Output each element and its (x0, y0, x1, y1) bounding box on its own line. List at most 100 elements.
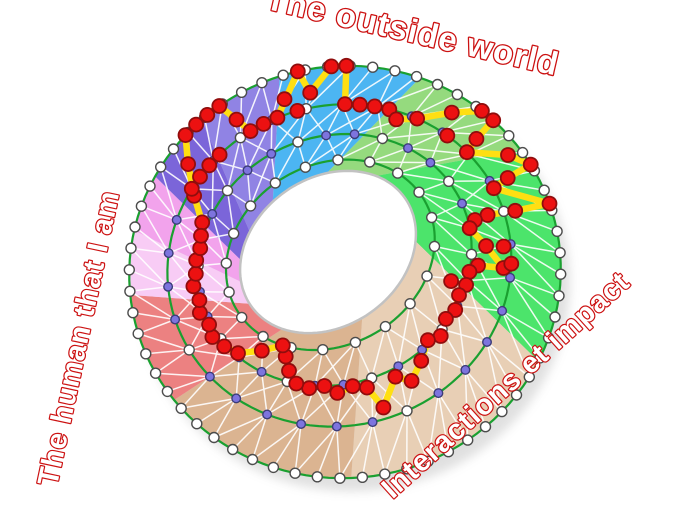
selected-node[interactable] (507, 202, 524, 219)
selected-node[interactable] (289, 63, 306, 80)
node-white[interactable] (144, 180, 156, 192)
node-purple[interactable] (349, 129, 360, 140)
selected-node[interactable] (337, 96, 353, 113)
selected-node[interactable] (451, 287, 467, 304)
selected-node[interactable] (359, 379, 375, 396)
selected-node[interactable] (216, 338, 233, 355)
node-purple[interactable] (163, 281, 174, 292)
node-white[interactable] (208, 431, 220, 444)
selected-node[interactable] (255, 116, 272, 132)
selected-node[interactable] (432, 328, 449, 344)
node-white[interactable] (289, 467, 301, 479)
node-white[interactable] (161, 385, 174, 398)
node-white[interactable] (413, 186, 425, 198)
node-white[interactable] (553, 290, 565, 302)
node-purple[interactable] (171, 214, 182, 225)
node-purple[interactable] (331, 421, 342, 432)
node-purple[interactable] (296, 419, 307, 430)
node-white[interactable] (124, 285, 136, 297)
selected-node[interactable] (447, 302, 464, 318)
node-white[interactable] (549, 311, 561, 323)
selected-node[interactable] (503, 255, 520, 272)
selected-node[interactable] (183, 180, 200, 197)
node-purple[interactable] (497, 305, 508, 316)
selected-node[interactable] (388, 111, 405, 128)
node-white[interactable] (317, 344, 329, 356)
node-purple[interactable] (170, 314, 181, 325)
node-white[interactable] (442, 446, 455, 458)
selected-node[interactable] (289, 103, 306, 119)
node-white[interactable] (332, 154, 344, 166)
selected-node[interactable] (522, 156, 539, 173)
node-white[interactable] (127, 307, 139, 319)
selected-node[interactable] (281, 362, 297, 379)
node-white[interactable] (392, 167, 404, 179)
selected-node[interactable] (194, 214, 211, 231)
node-white[interactable] (428, 240, 441, 253)
node-white[interactable] (235, 86, 248, 99)
selected-node[interactable] (403, 372, 420, 389)
selected-node[interactable] (253, 342, 270, 359)
node-white[interactable] (154, 161, 167, 173)
node-white[interactable] (379, 320, 392, 333)
selected-node[interactable] (242, 123, 259, 140)
node-purple[interactable] (262, 409, 273, 420)
node-purple[interactable] (367, 417, 378, 428)
node-white[interactable] (246, 453, 259, 466)
node-white[interactable] (516, 146, 529, 159)
selected-node[interactable] (316, 378, 333, 394)
node-white[interactable] (421, 270, 433, 282)
node-white[interactable] (555, 268, 567, 280)
selected-node[interactable] (366, 98, 383, 115)
node-purple[interactable] (460, 364, 471, 375)
selected-node[interactable] (443, 104, 460, 121)
node-white[interactable] (443, 175, 455, 188)
node-purple[interactable] (204, 371, 215, 382)
node-white[interactable] (356, 471, 369, 483)
node-white[interactable] (167, 143, 180, 155)
selected-node[interactable] (375, 399, 392, 416)
selected-node[interactable] (192, 168, 208, 185)
selected-node[interactable] (500, 147, 516, 163)
node-white[interactable] (175, 402, 187, 414)
node-white[interactable] (135, 200, 148, 212)
node-purple[interactable] (207, 208, 218, 219)
node-white[interactable] (426, 211, 438, 224)
selected-node[interactable] (344, 378, 361, 395)
node-white[interactable] (404, 298, 416, 310)
node-purple[interactable] (433, 388, 444, 399)
selected-node[interactable] (228, 111, 245, 128)
node-purple[interactable] (163, 248, 174, 259)
selected-node[interactable] (188, 116, 205, 133)
node-purple[interactable] (457, 198, 468, 209)
selected-node[interactable] (409, 110, 426, 127)
selected-node[interactable] (437, 310, 454, 327)
node-white[interactable] (496, 405, 508, 418)
node-purple[interactable] (266, 148, 277, 159)
node-white[interactable] (479, 421, 492, 433)
node-white[interactable] (183, 344, 195, 356)
node-white[interactable] (376, 132, 389, 145)
node-purple[interactable] (242, 165, 253, 176)
selected-node[interactable] (276, 91, 293, 108)
node-purple[interactable] (256, 366, 267, 377)
node-white[interactable] (510, 389, 523, 401)
selected-node[interactable] (201, 157, 218, 174)
selected-node[interactable] (269, 109, 286, 126)
selected-node[interactable] (499, 170, 516, 186)
node-white[interactable] (221, 184, 234, 197)
node-white[interactable] (349, 336, 362, 349)
node-white[interactable] (451, 88, 463, 101)
node-white[interactable] (277, 69, 289, 81)
node-white[interactable] (311, 471, 323, 483)
selected-node[interactable] (230, 345, 246, 362)
node-white[interactable] (523, 371, 535, 383)
node-white[interactable] (534, 352, 546, 364)
selected-node[interactable] (288, 375, 305, 392)
selected-node[interactable] (191, 292, 208, 309)
selected-node[interactable] (485, 180, 502, 197)
node-white[interactable] (538, 184, 550, 196)
selected-node[interactable] (177, 127, 194, 144)
selected-node[interactable] (468, 130, 485, 147)
selected-node[interactable] (199, 107, 216, 123)
